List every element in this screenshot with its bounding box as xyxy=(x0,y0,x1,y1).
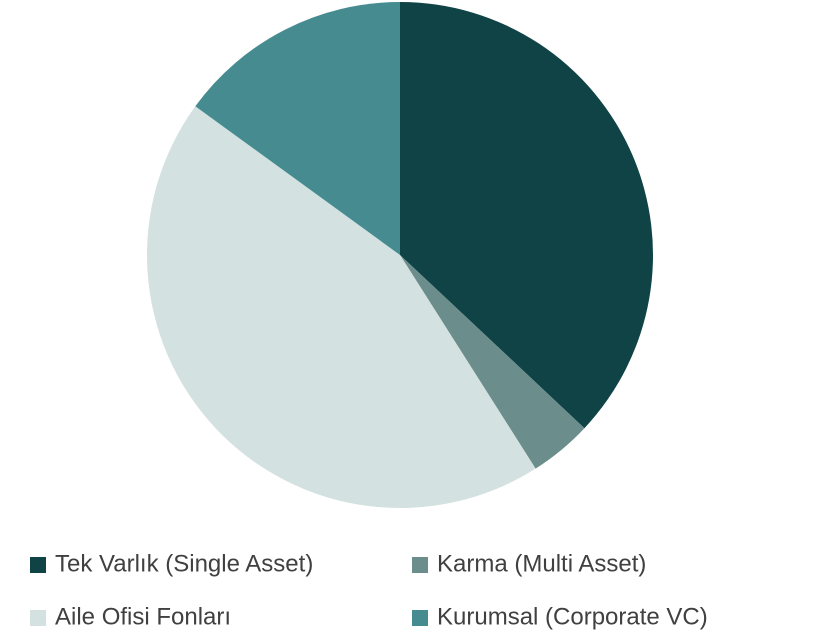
legend-label: Tek Varlık (Single Asset) xyxy=(55,550,313,577)
pie-slice xyxy=(400,255,585,469)
pie-slice xyxy=(146,106,536,509)
legend-swatch xyxy=(30,557,46,573)
pie-slice xyxy=(195,2,400,255)
legend-swatch xyxy=(30,610,46,626)
legend-label: Aile Ofisi Fonları xyxy=(55,603,231,630)
pie-slice xyxy=(400,2,653,429)
legend-label: Kurumsal (Corporate VC) xyxy=(437,603,708,630)
legend-label: Karma (Multi Asset) xyxy=(437,550,646,577)
legend-swatch xyxy=(412,610,428,626)
legend-swatch xyxy=(412,557,428,573)
